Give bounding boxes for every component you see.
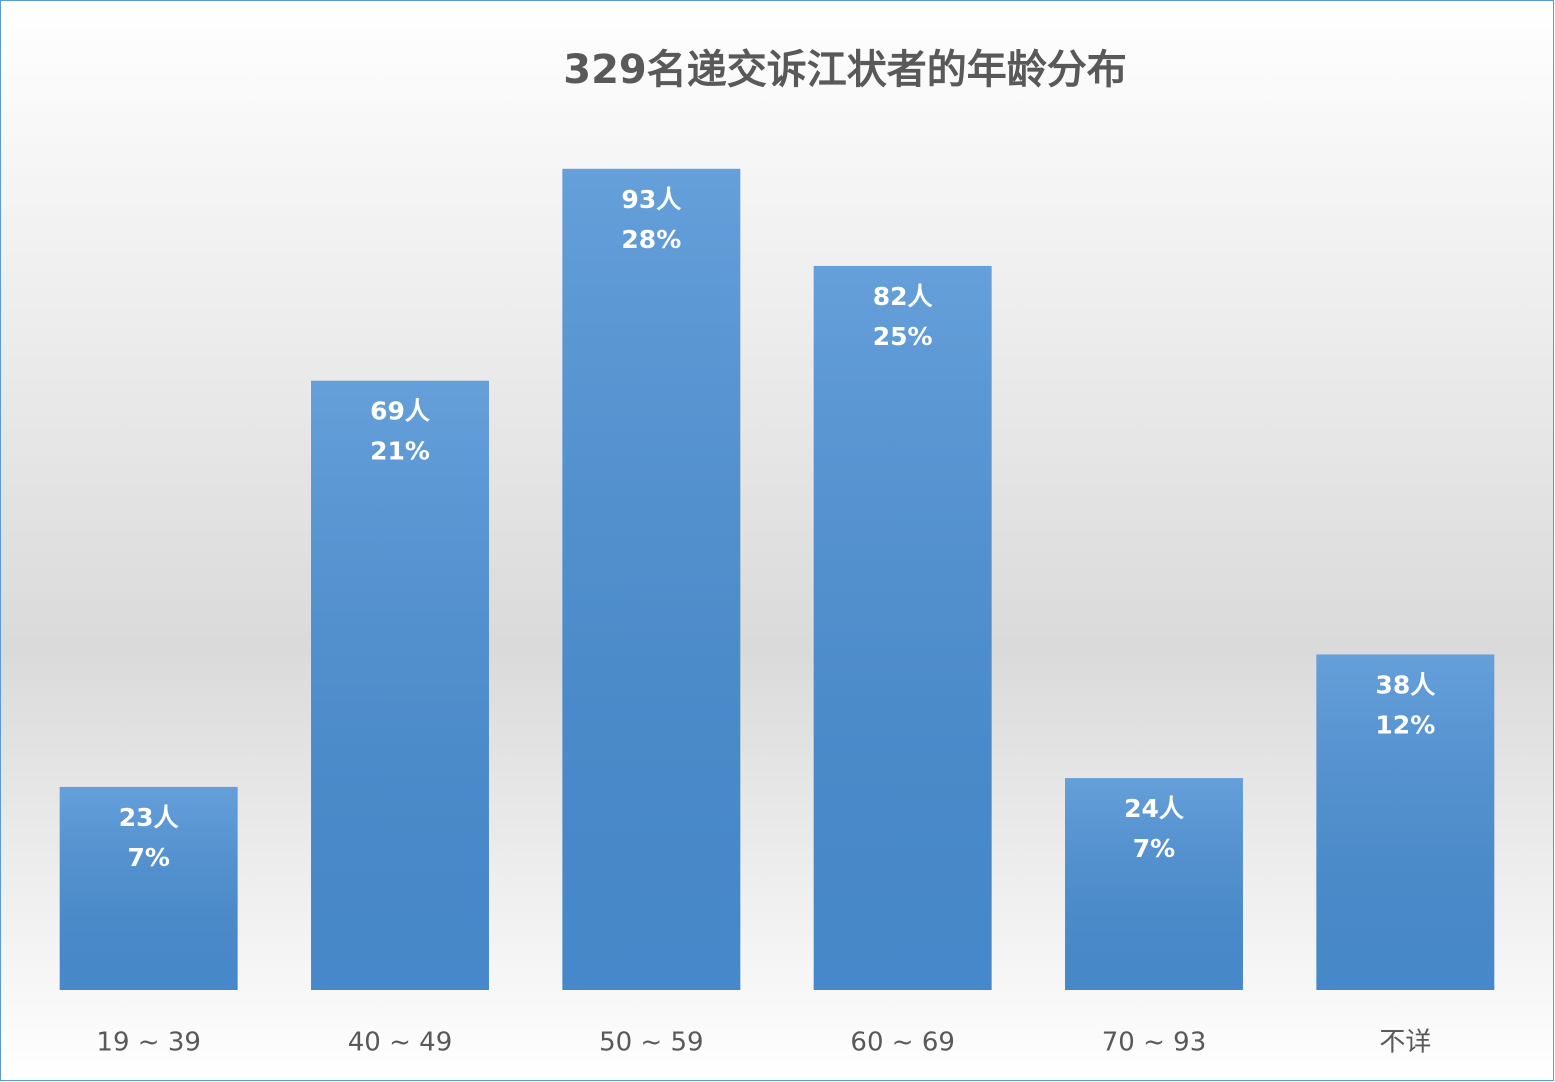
share-label: 7% [127,843,169,872]
value-label: 38人 [1375,670,1435,699]
value-label: 93人 [621,185,681,214]
x-tick-label: 19 ~ 39 [96,1028,200,1058]
share-label: 7% [1133,834,1175,863]
value-label: 82人 [873,282,933,311]
share-label: 12% [1375,710,1435,739]
bar-shade [311,380,489,991]
bar-shade [813,265,992,990]
share-label: 28% [621,225,681,254]
chart-title: 329名递交诉江状者的年龄分布 [563,47,1127,93]
bar-shade [59,786,238,990]
x-tick-label: 50 ~ 59 [599,1028,703,1058]
share-label: 21% [370,437,430,466]
bar-shade [562,168,741,990]
bar-shade [1316,654,1495,990]
x-tick-label: 40 ~ 49 [348,1028,452,1058]
bar-shade [1065,778,1243,990]
x-tick-label: 70 ~ 93 [1102,1028,1206,1058]
share-label: 25% [873,322,933,351]
value-label: 23人 [119,803,179,832]
value-label: 24人 [1124,794,1184,823]
x-tick-label: 60 ~ 69 [850,1028,954,1058]
value-label: 69人 [370,397,430,426]
x-tick-label: 不详 [1379,1028,1431,1058]
